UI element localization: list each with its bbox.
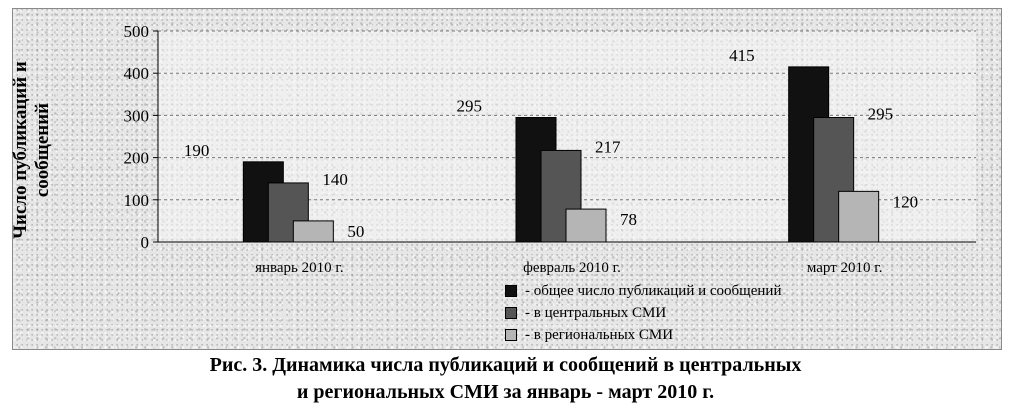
data-label: 50 bbox=[347, 222, 364, 241]
y-axis-label-line-1: Число публикаций и bbox=[10, 61, 31, 239]
y-tick-label: 100 bbox=[124, 191, 150, 210]
y-axis-label: Число публикаций и сообщений bbox=[10, 20, 70, 280]
legend-label-central: - в центральных СМИ bbox=[525, 305, 667, 321]
x-tick-label: февраль 2010 г. bbox=[523, 260, 621, 276]
bar-chart: 0 100 200 300 400 500 190 140 50 январь 2010 г. 29… bbox=[124, 22, 976, 276]
legend-item-regional: - в региональных СМИ bbox=[505, 324, 781, 346]
legend-item-central: - в центральных СМИ bbox=[505, 302, 781, 324]
data-label: 120 bbox=[893, 192, 919, 211]
legend-item-total: - общее число публикаций и сообщений bbox=[505, 280, 781, 302]
legend-swatch-central bbox=[505, 307, 517, 319]
y-tick-label: 400 bbox=[124, 64, 150, 83]
bar bbox=[565, 208, 607, 243]
legend-label-regional: - в региональных СМИ bbox=[525, 327, 674, 343]
bar bbox=[292, 220, 334, 243]
data-label: 295 bbox=[457, 97, 483, 116]
bar bbox=[838, 190, 880, 243]
data-label: 217 bbox=[595, 137, 621, 156]
legend: - общее число публикаций и сообщений - в… bbox=[505, 280, 781, 346]
figure-caption: Рис. 3. Динамика числа публикаций и сооб… bbox=[0, 352, 1011, 406]
data-label: 140 bbox=[322, 170, 348, 189]
y-axis-label-line-2: сообщений bbox=[32, 102, 53, 198]
x-tick-label: январь 2010 г. bbox=[255, 260, 344, 276]
y-tick-label: 0 bbox=[141, 233, 150, 252]
y-tick-label: 300 bbox=[124, 106, 150, 125]
data-label: 295 bbox=[868, 105, 894, 124]
data-label: 78 bbox=[620, 210, 637, 229]
legend-label-total: - общее число публикаций и сообщений bbox=[525, 283, 782, 299]
data-label: 190 bbox=[184, 141, 210, 160]
caption-line-1: Рис. 3. Динамика числа публикаций и сооб… bbox=[209, 354, 802, 376]
y-tick-label: 500 bbox=[124, 22, 150, 41]
caption-line-2: и региональных СМИ за январь - март 2010… bbox=[296, 381, 715, 403]
data-label: 415 bbox=[729, 46, 755, 65]
y-tick-label: 200 bbox=[124, 149, 150, 168]
legend-swatch-total bbox=[505, 285, 517, 297]
legend-swatch-regional bbox=[505, 329, 517, 341]
x-tick-label: март 2010 г. bbox=[807, 260, 883, 276]
